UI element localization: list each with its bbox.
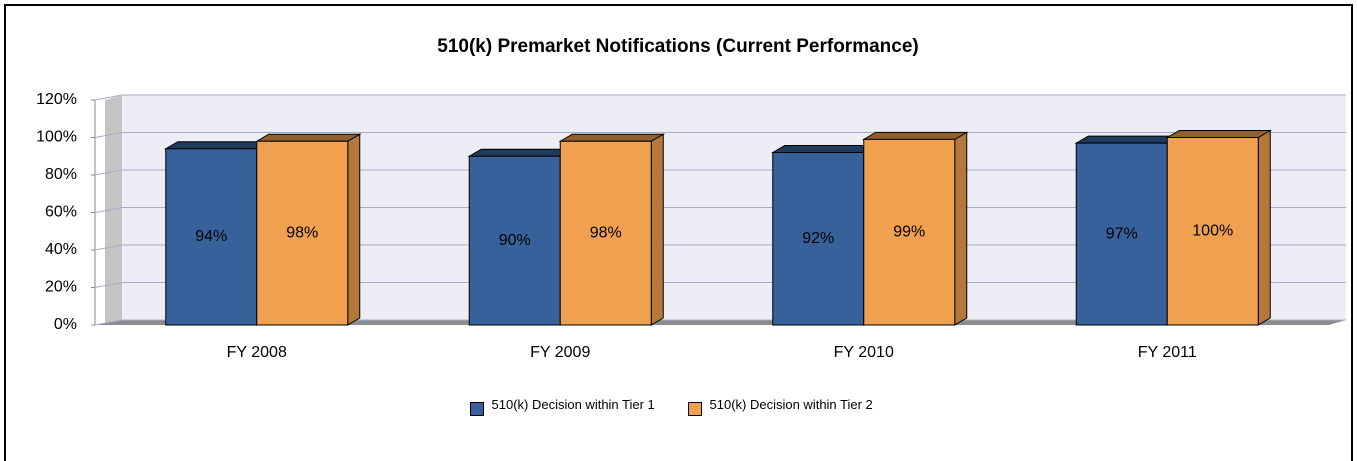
legend: 510(k) Decision within Tier 1 510(k) Deci… — [0, 392, 1357, 416]
grid-line — [94, 319, 123, 326]
bar-side — [954, 131, 968, 326]
bar — [1075, 142, 1168, 326]
bar-top — [1074, 135, 1182, 144]
value-label: 99% — [893, 223, 925, 240]
legend-item: 510(k) Decision within Tier 1 — [469, 392, 670, 416]
x-tick-label: FY 2009 — [530, 344, 590, 361]
x-tick-label: FY 2010 — [834, 344, 894, 361]
bar — [165, 148, 258, 326]
y-tick-label: 40% — [45, 241, 77, 258]
frame — [4, 4, 1353, 461]
value-label: 98% — [590, 224, 622, 241]
value-label: 98% — [286, 224, 318, 241]
y-tick-label: 100% — [36, 129, 77, 146]
bar-top — [770, 145, 878, 153]
grid-line — [94, 169, 123, 176]
y-tick-label: 0% — [54, 316, 77, 333]
bar — [559, 140, 652, 326]
grid-line — [94, 244, 123, 251]
side-wall — [105, 95, 122, 325]
bar-top — [1165, 130, 1273, 138]
legend-swatch — [687, 402, 702, 416]
bar-top — [861, 131, 969, 140]
x-tick-label: FY 2008 — [227, 344, 287, 361]
y-tick-label: 60% — [45, 204, 77, 221]
bar — [1166, 137, 1259, 326]
bar-top — [254, 133, 362, 142]
floor — [95, 320, 1346, 325]
bar-side — [1257, 129, 1271, 326]
bar-side — [347, 133, 361, 326]
value-label: 97% — [1106, 225, 1138, 242]
legend-item: 510(k) Decision within Tier 2 — [687, 392, 888, 416]
bar-side — [650, 133, 664, 326]
grid-line — [94, 282, 123, 288]
legend-label: 510(k) Decision within Tier 2 — [709, 396, 873, 412]
y-tick-label: 80% — [45, 166, 77, 183]
bar-top — [558, 133, 666, 142]
grid-line — [94, 207, 123, 213]
value-label: 94% — [195, 228, 227, 245]
x-tick-label: FY 2011 — [1138, 344, 1197, 361]
bar — [468, 155, 561, 326]
bar-top — [467, 148, 575, 157]
grid-line — [94, 94, 123, 101]
value-label: 90% — [499, 232, 531, 249]
bar-top — [163, 141, 271, 150]
legend-label: 510(k) Decision within Tier 1 — [491, 396, 655, 412]
chart-title: 510(k) Premarket Notifications (Current … — [437, 36, 918, 57]
bar — [256, 140, 349, 326]
value-label: 92% — [802, 230, 834, 247]
grid-line — [94, 132, 123, 138]
value-label: 100% — [1192, 222, 1233, 239]
legend-swatch — [469, 402, 484, 416]
y-tick-label: 20% — [45, 279, 77, 296]
y-tick-label: 120% — [36, 91, 77, 108]
bar — [863, 138, 956, 326]
